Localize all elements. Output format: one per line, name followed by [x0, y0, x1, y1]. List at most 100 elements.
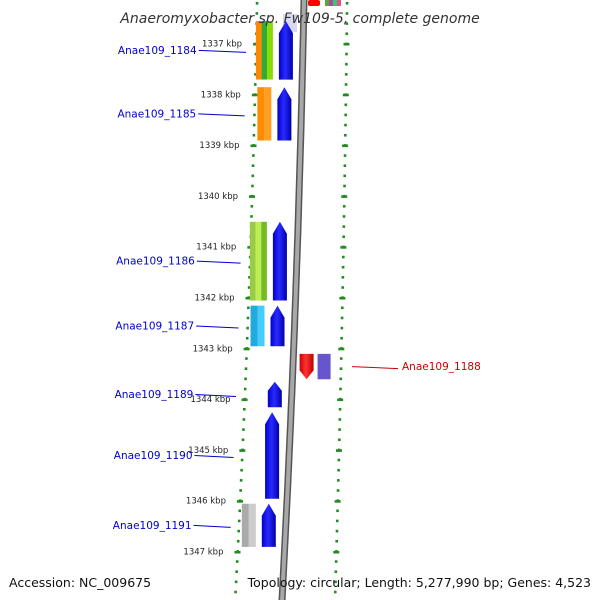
tick-dot	[344, 73, 348, 76]
kbp-tick-left	[245, 296, 252, 300]
kbp-tick-right	[334, 500, 341, 503]
kbp-tick-label: 1343 kbp	[193, 344, 233, 354]
kbp-tick-label: 1345 kbp	[188, 446, 228, 456]
tick-dot	[337, 458, 341, 462]
tick-dot	[343, 184, 346, 188]
cog-color-bar	[248, 503, 256, 547]
tick-dot	[336, 509, 339, 513]
gene-arrow[interactable]	[261, 503, 276, 547]
tick-dot	[238, 509, 241, 513]
kbp-tick-left	[241, 398, 248, 402]
tick-dot	[334, 570, 338, 573]
tick-dot	[339, 377, 343, 381]
kbp-tick-right	[341, 195, 348, 198]
tick-dot	[234, 580, 238, 584]
tick-dot	[345, 32, 349, 36]
tick-dot	[239, 479, 243, 482]
tick-dot	[243, 408, 246, 411]
gene-arrow[interactable]	[299, 353, 314, 380]
tick-dot	[341, 265, 345, 269]
tick-marks-layer	[234, 2, 350, 594]
cog-color-bar	[267, 21, 273, 80]
cog-color-bar	[261, 221, 267, 301]
tick-dot	[242, 428, 245, 431]
cog-color-bar	[250, 305, 258, 347]
tick-dot	[338, 418, 342, 421]
gene-arrow[interactable]	[277, 87, 292, 141]
tick-dot	[252, 154, 255, 157]
gene-leader-line	[198, 113, 245, 117]
topology-summary-text: Topology: circular; Length: 5,277,990 bp…	[247, 575, 591, 590]
tick-dot	[251, 184, 254, 188]
gene-label[interactable]: Anae109_1190	[114, 450, 193, 462]
tick-dot	[339, 387, 342, 391]
tick-dot	[242, 418, 246, 421]
gene-arrow[interactable]	[272, 221, 287, 301]
kbp-tick-left	[251, 93, 258, 97]
tick-dot	[345, 22, 349, 25]
kbp-tick-right	[335, 449, 342, 452]
offscreen-cog-bar	[325, 0, 329, 6]
gene-label[interactable]: Anae109_1189	[115, 389, 194, 401]
cog-color-bar	[257, 305, 265, 347]
map-title: Anaeromyxobacter sp. Fw109-5, complete g…	[119, 11, 479, 27]
tick-dot	[338, 428, 341, 431]
tick-dot	[344, 113, 347, 117]
tick-dot	[343, 174, 347, 178]
kbp-tick-label: 1338 kbp	[201, 90, 241, 100]
tick-dot	[344, 103, 348, 107]
tick-dot	[252, 123, 256, 127]
gene-label[interactable]: Anae109_1187	[115, 320, 194, 332]
kbp-tick-label: 1340 kbp	[198, 192, 238, 202]
kbp-tick-left	[250, 144, 257, 148]
tick-dot	[240, 458, 244, 462]
gene-arrow[interactable]	[270, 305, 285, 347]
tick-dot	[344, 123, 347, 127]
kbp-tick-right	[342, 144, 349, 148]
gene-label[interactable]: Anae109_1191	[113, 520, 192, 532]
tick-dot	[244, 377, 247, 381]
gene-label[interactable]: Anae109_1188	[402, 361, 481, 373]
tick-dot	[241, 438, 245, 442]
tick-dot	[251, 174, 255, 178]
tick-dot	[235, 560, 239, 563]
tick-dot	[342, 215, 346, 218]
gene-arrow[interactable]	[278, 21, 293, 80]
tick-dot	[335, 539, 339, 543]
tick-dot	[335, 519, 339, 523]
tick-dot	[239, 489, 242, 492]
tick-dot	[251, 164, 255, 167]
tick-dot	[339, 357, 343, 360]
tick-dot	[335, 529, 339, 533]
gene-arrow[interactable]	[265, 412, 280, 499]
tick-dot	[345, 2, 349, 5]
cog-color-bar	[255, 21, 262, 80]
tick-dot	[253, 103, 257, 107]
tick-dot	[245, 336, 249, 340]
offscreen-cog-bar	[337, 0, 341, 6]
kbp-tick-right	[339, 296, 346, 300]
tick-dot	[334, 560, 338, 563]
tick-dot	[343, 164, 347, 167]
gene-leader-line	[194, 454, 234, 458]
tick-dot	[235, 570, 238, 573]
tick-dot	[345, 62, 348, 66]
gene-leader-line	[195, 394, 237, 398]
kbp-tick-right	[338, 347, 345, 351]
gene-arrow[interactable]	[267, 381, 282, 408]
tick-dot	[255, 12, 259, 15]
kbp-tick-right	[340, 246, 347, 249]
gene-label[interactable]: Anae109_1184	[118, 45, 197, 57]
offscreen-gene-red	[308, 0, 320, 6]
kbp-tick-label: 1344 kbp	[191, 395, 231, 405]
tick-dot	[342, 225, 346, 228]
gene-leader-line	[351, 366, 399, 370]
gene-label[interactable]: Anae109_1185	[117, 108, 196, 120]
tick-dot	[344, 83, 348, 86]
kbp-tick-label: 1346 kbp	[186, 497, 226, 507]
kbp-tick-left	[236, 500, 243, 503]
tick-dot	[336, 489, 340, 492]
gene-label[interactable]: Anae109_1186	[116, 256, 195, 268]
tick-dot	[246, 316, 250, 320]
cog-color-bar	[261, 21, 268, 80]
